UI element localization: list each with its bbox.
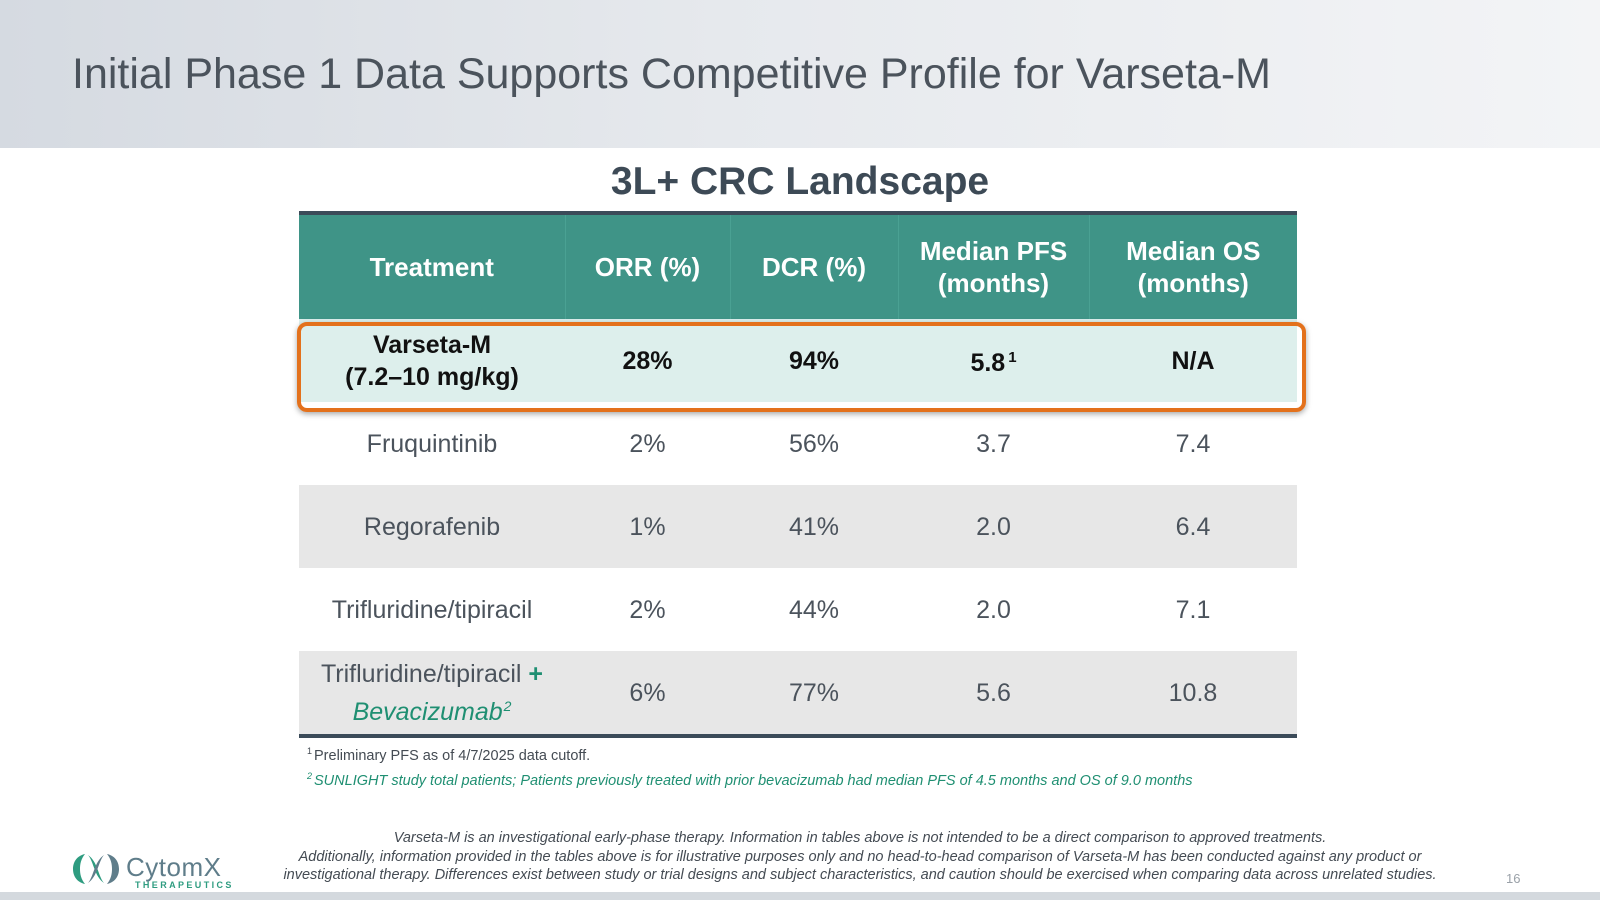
company-logo: CytomX THERAPEUTICS bbox=[72, 852, 232, 892]
header-median-pfs: Median PFS (months) bbox=[897, 213, 1089, 319]
cell-os: 10.8 bbox=[1089, 651, 1297, 736]
logo-subtitle: THERAPEUTICS bbox=[135, 880, 234, 890]
cell-dcr: 41% bbox=[730, 485, 898, 568]
disclaimer: Varseta-M is an investigational early-ph… bbox=[283, 830, 1437, 883]
cell-orr: 2% bbox=[565, 568, 730, 651]
cell-dcr: 94% bbox=[730, 319, 898, 402]
page-number: 16 bbox=[1506, 871, 1521, 886]
cell-os: N/A bbox=[1089, 319, 1297, 402]
table-row-regorafenib: Regorafenib 1% 41% 2.0 6.4 bbox=[299, 485, 1297, 568]
header-dcr: DCR (%) bbox=[729, 213, 898, 319]
table-header-row: Treatment ORR (%) DCR (%) Median PFS (mon… bbox=[299, 213, 1297, 319]
footnote-2: 2 SUNLIGHT study total patients; Patients… bbox=[307, 771, 1193, 789]
cell-dcr: 77% bbox=[730, 651, 898, 736]
logo-name: CytomX bbox=[126, 852, 222, 882]
plus-sign: + bbox=[528, 659, 544, 688]
table-row-varseta-m: Varseta-M (7.2–10 mg/kg) 28% 94% 5.8 1 N/A bbox=[299, 319, 1297, 402]
comparison-table: Treatment ORR (%) DCR (%) Median PFS (mon… bbox=[299, 211, 1297, 738]
cell-orr: 6% bbox=[565, 651, 730, 736]
cell-pfs: 5.8 1 bbox=[898, 319, 1089, 402]
cell-os: 6.4 bbox=[1089, 485, 1297, 568]
cell-os: 7.4 bbox=[1089, 402, 1297, 485]
cell-treatment: Varseta-M (7.2–10 mg/kg) bbox=[299, 319, 565, 402]
cell-treatment: Trifluridine/tipiracil + Bevacizumab2 bbox=[299, 651, 565, 736]
cell-pfs: 2.0 bbox=[898, 568, 1089, 651]
footnote-ref-1: 1 bbox=[1008, 349, 1017, 366]
cell-pfs: 3.7 bbox=[898, 402, 1089, 485]
combo-drug: Bevacizumab2 bbox=[352, 697, 512, 726]
cytomx-logo-icon bbox=[73, 854, 119, 884]
cell-treatment: Fruquintinib bbox=[299, 402, 565, 485]
footnote-ref-2: 2 bbox=[503, 697, 512, 714]
table-title: 3L+ CRC Landscape bbox=[610, 160, 990, 203]
cell-treatment: Regorafenib bbox=[299, 485, 565, 568]
cell-os: 7.1 bbox=[1089, 568, 1297, 651]
header-median-os: Median OS (months) bbox=[1088, 213, 1297, 319]
title-band bbox=[0, 0, 1600, 148]
header-orr: ORR (%) bbox=[564, 213, 730, 319]
cell-treatment: Trifluridine/tipiracil bbox=[299, 568, 565, 651]
footnote-1: 1 Preliminary PFS as of 4/7/2025 data cut… bbox=[307, 746, 591, 764]
header-treatment: Treatment bbox=[299, 213, 565, 319]
table-row-fruquintinib: Fruquintinib 2% 56% 3.7 7.4 bbox=[299, 402, 1297, 485]
cell-orr: 28% bbox=[565, 319, 730, 402]
cell-orr: 1% bbox=[565, 485, 730, 568]
cell-dcr: 56% bbox=[730, 402, 898, 485]
cell-dcr: 44% bbox=[730, 568, 898, 651]
cell-pfs: 5.6 bbox=[898, 651, 1089, 736]
cell-orr: 2% bbox=[565, 402, 730, 485]
table-row-trifluridine-tipiracil-bevacizumab: Trifluridine/tipiracil + Bevacizumab2 6% … bbox=[299, 651, 1297, 736]
bottom-bar bbox=[0, 892, 1600, 900]
slide-title: Initial Phase 1 Data Supports Competitiv… bbox=[72, 50, 1271, 98]
cell-pfs: 2.0 bbox=[898, 485, 1089, 568]
table-row-trifluridine-tipiracil: Trifluridine/tipiracil 2% 44% 2.0 7.1 bbox=[299, 568, 1297, 651]
